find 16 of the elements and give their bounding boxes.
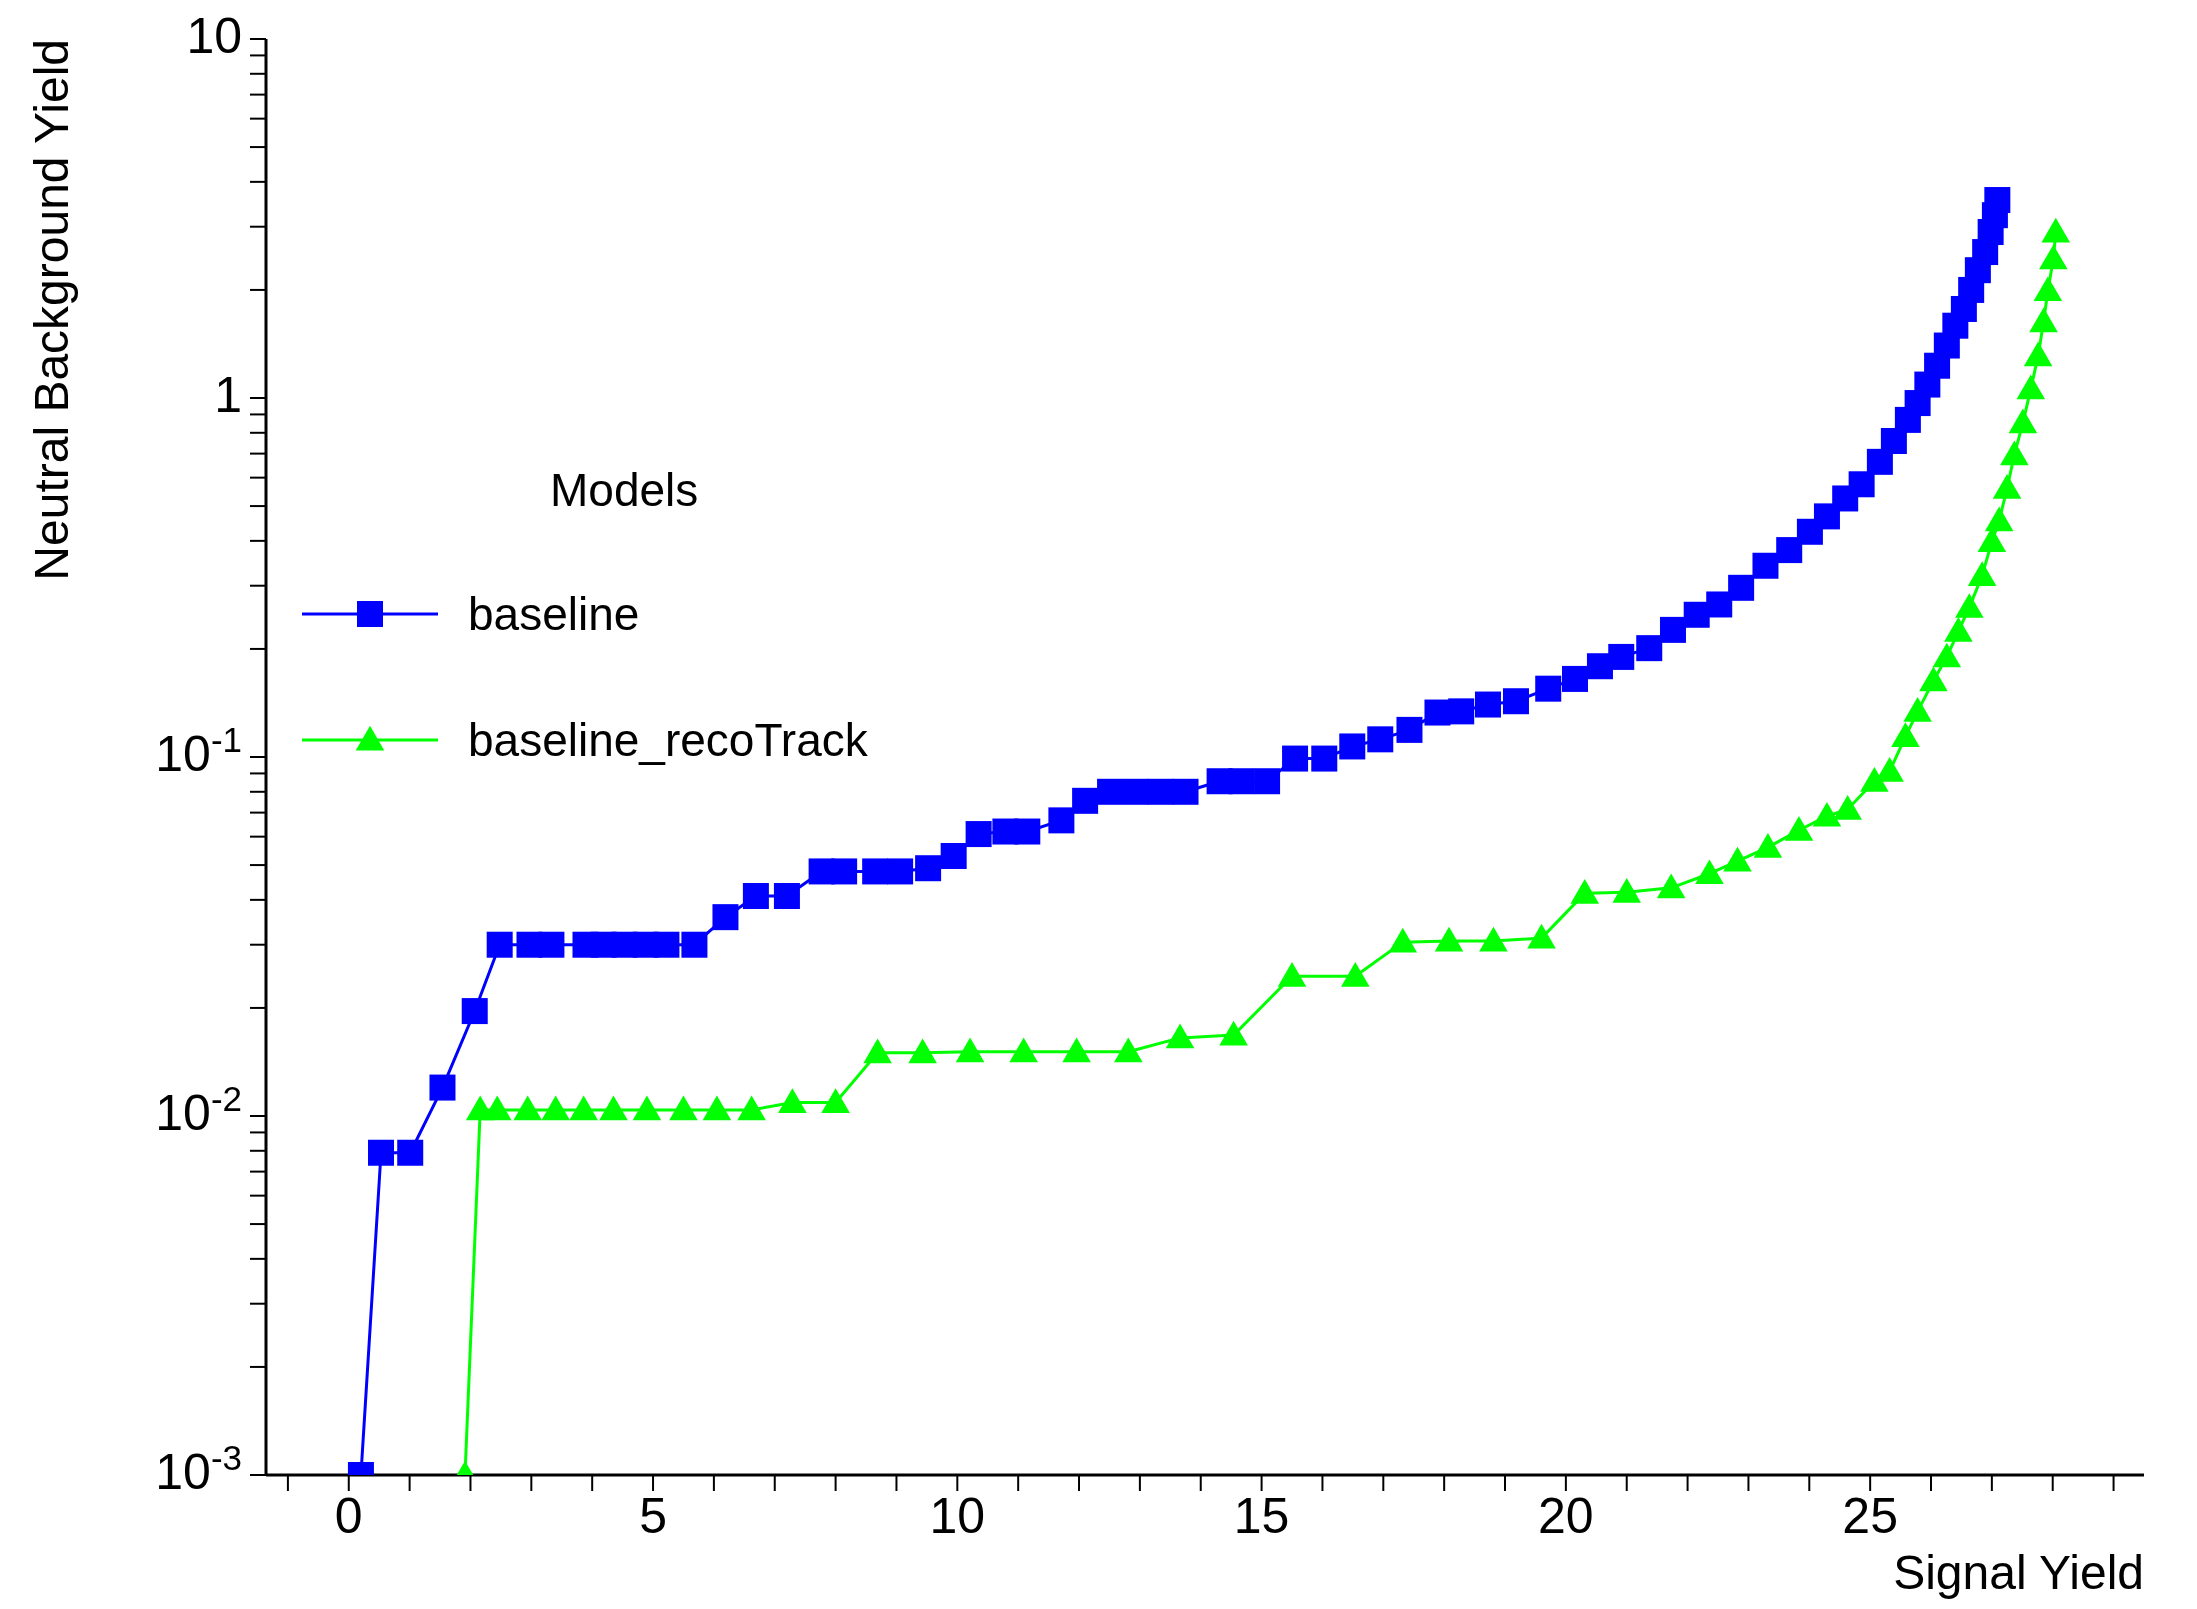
y-tick-label: 10$^{-1}$ — [155, 719, 242, 782]
y-tick-label: 1 — [214, 367, 242, 423]
legend-title: Models — [550, 463, 700, 517]
legend-label: baseline_recoTrack — [468, 713, 868, 767]
y-axis-title: Neutral Background Yield — [25, 39, 78, 581]
x-tick-label: 25 — [1842, 1488, 1898, 1544]
x-tick-label: 5 — [639, 1488, 667, 1544]
x-tick-label: 0 — [334, 1488, 363, 1544]
x-tick-label: 10 — [929, 1488, 986, 1544]
x-axis-title: Signal Yield — [1893, 1546, 2144, 1599]
y-tick-label: 10$^{-2}$ — [155, 1078, 242, 1141]
x-tick-label: 20 — [1538, 1488, 1594, 1544]
x-tick-label: 15 — [1233, 1488, 1290, 1544]
legend-label: baseline — [468, 587, 640, 641]
y-tick-label: 10$^{-3}$ — [155, 1437, 242, 1500]
y-tick-label: 10 — [186, 8, 242, 64]
